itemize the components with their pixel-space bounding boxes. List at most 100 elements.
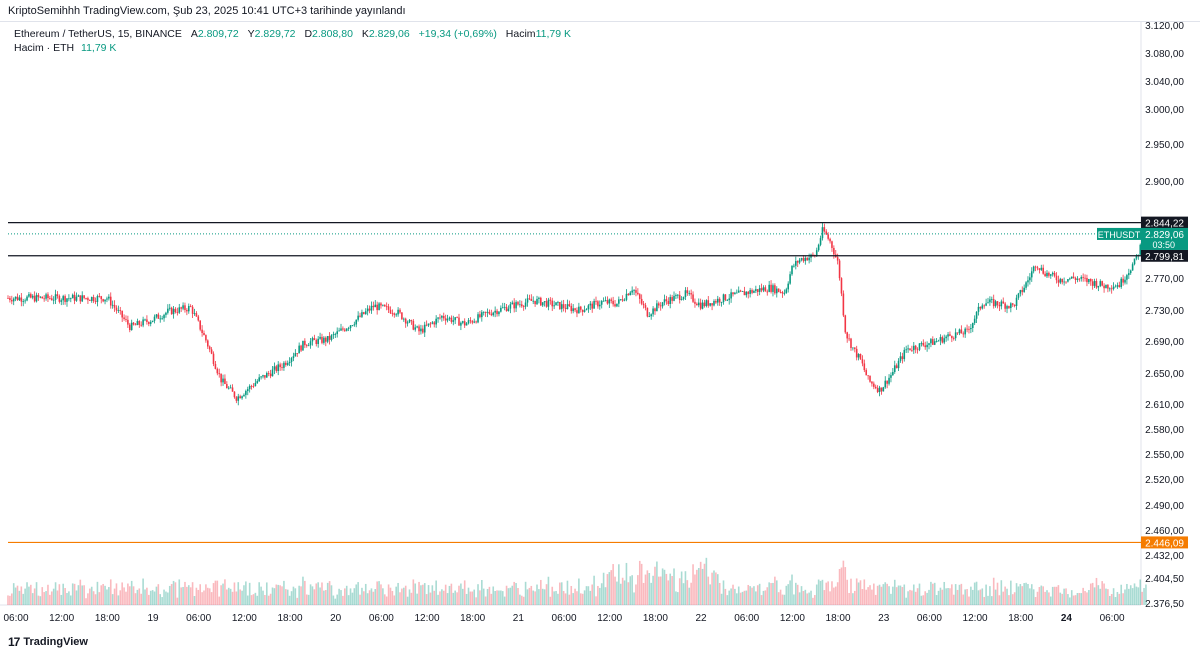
volume-bar <box>176 597 179 605</box>
volume-bar <box>777 592 780 605</box>
candle-body <box>47 294 49 299</box>
candle-body <box>912 345 915 351</box>
volume-bar <box>233 582 236 605</box>
volume-bar <box>861 589 864 605</box>
time-tick-label: 18:00 <box>826 613 851 624</box>
candle-body <box>406 322 409 324</box>
volume-bar <box>387 584 390 605</box>
volume-bar <box>701 568 704 605</box>
candle-body <box>1120 278 1123 288</box>
candle-body <box>519 304 521 306</box>
candle-body <box>109 296 112 306</box>
volume-bar <box>659 576 662 605</box>
volume-bar <box>237 582 240 605</box>
tradingview-brand[interactable]: 17 TradingView <box>8 635 88 649</box>
candle-body <box>441 315 443 318</box>
volume-bar <box>109 579 112 605</box>
volume-bar <box>273 588 276 605</box>
candle-body <box>416 326 418 328</box>
volume-bar <box>745 590 748 605</box>
volume-bar <box>68 591 70 605</box>
volume-bar <box>852 593 854 605</box>
volume-bar <box>317 582 319 605</box>
candle-body <box>1108 288 1111 290</box>
volume-bar <box>1027 583 1029 605</box>
volume-bar <box>304 580 306 605</box>
candle-body <box>450 317 453 322</box>
candle-body <box>429 323 432 325</box>
volume-bar <box>962 594 965 605</box>
volume-bar <box>914 591 917 605</box>
candle-body <box>102 299 104 302</box>
candle-body <box>138 321 141 325</box>
volume-bar <box>73 583 76 605</box>
volume-bar <box>1067 594 1069 605</box>
volume-indicator-label[interactable]: Hacim · ETH <box>14 42 75 54</box>
candle-body <box>650 314 652 317</box>
volume-bar <box>911 590 913 605</box>
volume-bar <box>1065 588 1067 605</box>
volume-bar <box>372 591 375 605</box>
candle-body <box>564 307 567 310</box>
candle-body <box>899 356 902 361</box>
candle-body <box>509 304 512 309</box>
candle-body <box>543 301 546 303</box>
volume-bar <box>1086 592 1088 605</box>
candle-body <box>170 307 173 315</box>
candle-body <box>874 386 877 389</box>
volume-bar <box>741 591 744 605</box>
volume-bar <box>675 591 677 605</box>
candle-body <box>515 302 517 309</box>
candle-body <box>130 322 133 331</box>
volume-bar <box>450 583 453 605</box>
candle-body <box>366 308 369 312</box>
candle-body <box>853 347 856 349</box>
candle-body <box>305 345 308 346</box>
volume-bar <box>58 584 61 605</box>
volume-bar <box>496 590 498 605</box>
candle-body <box>433 322 436 325</box>
volume-bar <box>1063 588 1065 605</box>
candle-body <box>814 255 816 257</box>
candle-body <box>775 288 778 294</box>
volume-bar <box>593 575 595 605</box>
volume-bar <box>973 582 976 605</box>
candle-body <box>638 294 641 299</box>
volume-bar <box>349 588 352 605</box>
volume-bar <box>187 585 190 605</box>
candle-body <box>376 304 378 311</box>
candle-body <box>869 375 871 382</box>
volume-bar <box>1089 583 1092 605</box>
volume-bar <box>941 589 944 605</box>
time-tick-label: 18:00 <box>1008 613 1033 624</box>
candle-body <box>1103 285 1105 289</box>
candle-body <box>684 290 687 298</box>
candle-body <box>33 295 36 302</box>
volume-bar <box>12 583 15 605</box>
candle-body <box>960 329 963 334</box>
candle-body <box>599 304 601 307</box>
legend-symbol[interactable]: Ethereum / TetherUS, 15, BINANCE <box>14 28 182 40</box>
candle-body <box>1027 280 1029 283</box>
candle-body <box>463 321 466 326</box>
volume-bar <box>1008 595 1010 605</box>
volume-bar <box>614 576 616 605</box>
candle-body <box>336 331 339 335</box>
volume-bar <box>1006 588 1008 605</box>
candle-body <box>246 389 249 392</box>
volume-bar <box>657 576 660 605</box>
volume-bar <box>874 594 877 605</box>
volume-bar <box>83 585 85 605</box>
volume-bar <box>285 589 287 605</box>
candle-body <box>1143 240 1145 246</box>
candle-body <box>328 336 331 340</box>
volume-bar <box>292 586 295 605</box>
candle-body <box>534 300 536 305</box>
volume-bar <box>279 585 281 605</box>
volume-bars <box>7 557 1147 605</box>
volume-bar <box>30 584 32 605</box>
volume-bar <box>956 589 959 605</box>
candle-body <box>283 362 285 368</box>
volume-bar <box>265 582 268 605</box>
